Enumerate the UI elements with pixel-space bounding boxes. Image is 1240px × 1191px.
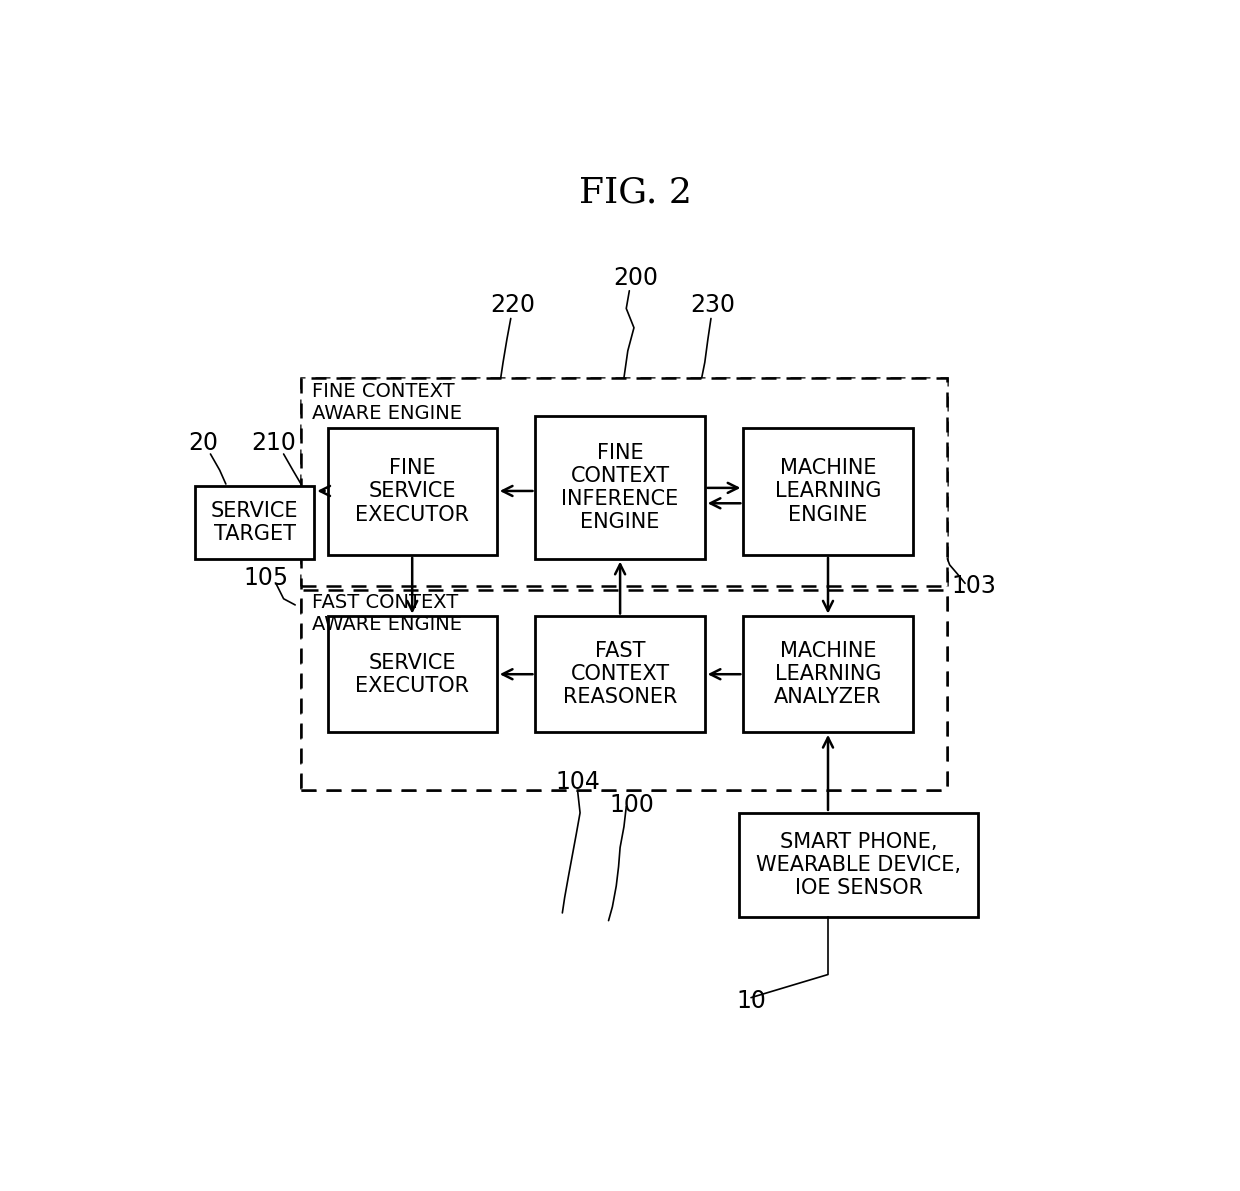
Text: 210: 210 <box>252 431 296 455</box>
Text: 103: 103 <box>952 574 997 598</box>
Text: MACHINE
LEARNING
ANALYZER: MACHINE LEARNING ANALYZER <box>774 641 882 707</box>
Text: FINE
CONTEXT
INFERENCE
ENGINE: FINE CONTEXT INFERENCE ENGINE <box>562 443 678 532</box>
Bar <box>536 617 704 732</box>
Text: 10: 10 <box>737 990 766 1014</box>
Text: SMART PHONE,
WEARABLE DEVICE,
IOE SENSOR: SMART PHONE, WEARABLE DEVICE, IOE SENSOR <box>756 831 961 898</box>
Bar <box>739 812 978 917</box>
Text: FAST
CONTEXT
REASONER: FAST CONTEXT REASONER <box>563 641 677 707</box>
Text: SERVICE
EXECUTOR: SERVICE EXECUTOR <box>355 653 469 696</box>
Text: 230: 230 <box>689 293 735 317</box>
Text: 220: 220 <box>490 293 534 317</box>
Bar <box>743 617 913 732</box>
Bar <box>300 378 947 790</box>
Text: FINE CONTEXT
AWARE ENGINE: FINE CONTEXT AWARE ENGINE <box>312 381 463 423</box>
Text: FINE
SERVICE
EXECUTOR: FINE SERVICE EXECUTOR <box>355 459 469 524</box>
Text: 200: 200 <box>613 266 658 289</box>
Text: FAST CONTEXT
AWARE ENGINE: FAST CONTEXT AWARE ENGINE <box>312 593 463 635</box>
Text: 105: 105 <box>243 566 289 590</box>
Text: 104: 104 <box>556 771 600 794</box>
Text: 100: 100 <box>609 793 653 817</box>
Bar <box>300 590 947 790</box>
Bar <box>195 486 315 559</box>
Text: MACHINE
LEARNING
ENGINE: MACHINE LEARNING ENGINE <box>775 459 882 524</box>
Bar <box>327 617 497 732</box>
Bar <box>536 417 704 559</box>
Text: FIG. 2: FIG. 2 <box>579 176 692 210</box>
Bar <box>743 428 913 555</box>
Text: 20: 20 <box>187 431 218 455</box>
Bar <box>300 378 947 586</box>
Bar <box>327 428 497 555</box>
Text: SERVICE
TARGET: SERVICE TARGET <box>211 500 299 544</box>
